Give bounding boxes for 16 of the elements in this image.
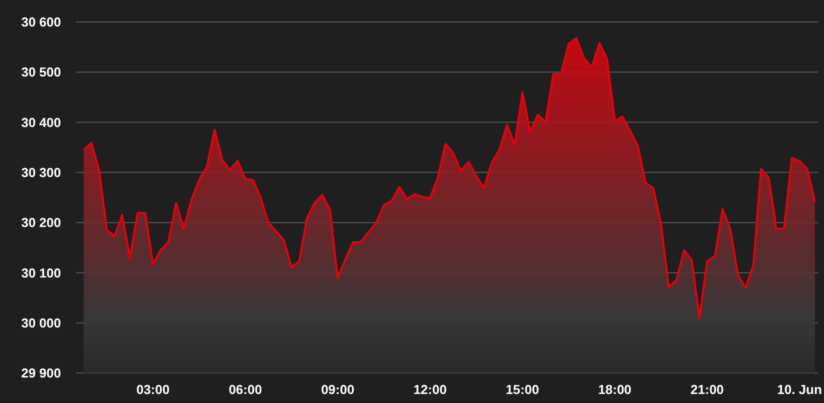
y-tick-label: 30 300 (21, 164, 61, 180)
x-tick-label: 03:00 (136, 382, 170, 397)
y-tick-label: 30 500 (21, 64, 61, 80)
x-tick-label: 12:00 (413, 382, 447, 397)
y-tick-label: 30 200 (21, 215, 61, 230)
y-tick-label: 29 900 (21, 366, 61, 381)
y-tick-label: 30 600 (21, 14, 61, 30)
x-tick-label: 18:00 (598, 382, 632, 397)
x-tick-label: 21:00 (690, 382, 724, 397)
y-tick-label: 30 100 (21, 265, 61, 280)
x-tick-label: 06:00 (228, 382, 262, 397)
y-tick-label: 30 000 (21, 315, 61, 330)
x-tick-label: 09:00 (321, 382, 354, 397)
y-tick-label: 30 400 (21, 114, 61, 130)
x-tick-label: 15:00 (506, 382, 540, 397)
x-tick-label: 10. Jun (777, 382, 822, 397)
